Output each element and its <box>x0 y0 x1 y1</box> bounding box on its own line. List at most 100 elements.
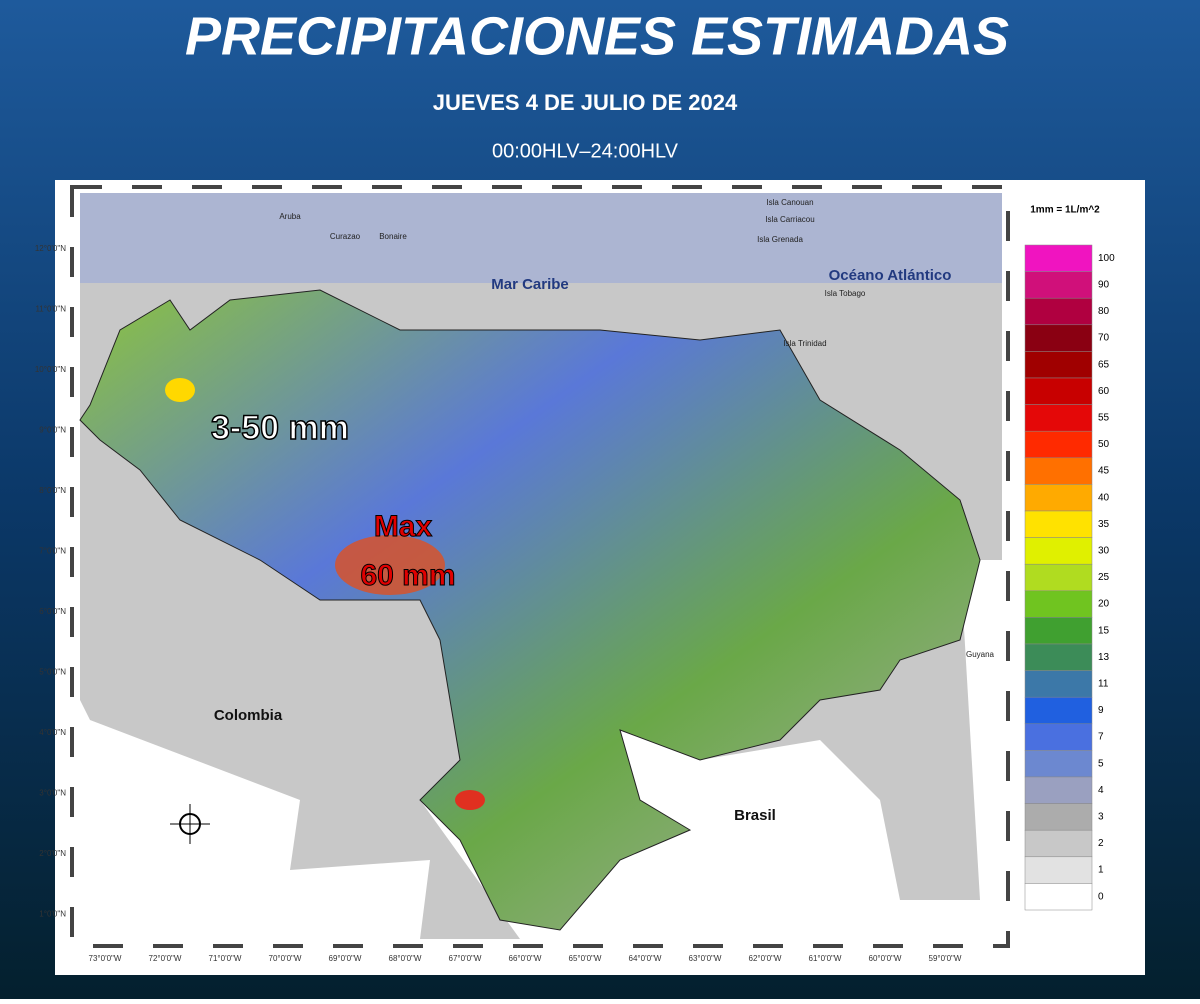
legend-label: 20 <box>1098 599 1110 610</box>
lat-tick-label: 9°0'0"N <box>39 426 66 435</box>
lon-tick-label: 64°0'0"W <box>629 954 662 963</box>
period: 00:00HLV–24:00HLV <box>492 140 679 162</box>
lat-tick-label: 1°0'0"N <box>39 910 66 919</box>
date: JUEVES 4 DE JULIO DE 2024 <box>433 90 738 115</box>
sea-rain <box>80 193 1002 283</box>
legend-label: 100 <box>1098 253 1115 264</box>
legend-swatch <box>1024 803 1093 831</box>
legend-label: 9 <box>1098 705 1104 716</box>
legend-swatch <box>1024 696 1093 725</box>
lon-tick-label: 61°0'0"W <box>809 954 842 963</box>
legend-label: 15 <box>1098 625 1110 636</box>
legend-swatch <box>1024 883 1093 911</box>
legend-label: 35 <box>1098 519 1110 530</box>
place-label: Océano Atlántico <box>829 267 952 284</box>
rain-spot <box>455 790 485 810</box>
lon-tick-label: 63°0'0"W <box>689 954 722 963</box>
venezuela-rain <box>79 289 981 931</box>
legend-label: 65 <box>1098 359 1110 370</box>
place-label: Isla Canouan <box>766 198 813 207</box>
rain-max <box>335 535 445 595</box>
legend-swatch <box>1024 829 1093 858</box>
legend-swatch <box>1024 723 1093 751</box>
legend-swatch <box>1024 324 1093 352</box>
place-label: Curazao <box>330 232 361 241</box>
legend-label: 90 <box>1098 280 1110 291</box>
legend-swatch <box>1024 643 1093 671</box>
legend-swatch <box>1024 670 1093 698</box>
legend-label: 60 <box>1098 386 1110 397</box>
place-label: Isla Trinidad <box>783 339 826 348</box>
lon-tick-label: 73°0'0"W <box>89 954 122 963</box>
annotation: 60 mm <box>360 559 455 592</box>
legend-label: 55 <box>1098 413 1110 424</box>
lat-tick-label: 11°0'0"N <box>35 305 66 314</box>
legend-label: 11 <box>1098 679 1109 690</box>
legend-label: 13 <box>1098 652 1110 663</box>
legend-label: 45 <box>1098 466 1110 477</box>
legend-title: 1mm = 1L/m^2 <box>1030 205 1100 216</box>
lat-tick-label: 8°0'0"N <box>39 486 66 495</box>
place-label: Aruba <box>279 212 301 221</box>
legend-swatch <box>1024 271 1093 299</box>
legend-label: 0 <box>1098 891 1104 902</box>
map-frame <box>70 185 1010 948</box>
legend-label: 7 <box>1098 732 1104 743</box>
legend-swatch <box>1024 297 1093 326</box>
legend-label: 30 <box>1098 546 1110 557</box>
legend-swatch <box>1024 590 1093 618</box>
legend-swatch <box>1024 484 1093 512</box>
place-label: Guyana <box>966 650 995 659</box>
legend-swatch <box>1024 750 1093 778</box>
legend-label: 2 <box>1098 838 1104 849</box>
compass <box>170 804 210 844</box>
legend-label: 3 <box>1098 812 1104 823</box>
legend-swatch <box>1024 563 1093 592</box>
rain-spot <box>165 378 195 402</box>
lon-tick-label: 62°0'0"W <box>749 954 782 963</box>
lon-tick-label: 71°0'0"W <box>209 954 242 963</box>
legend-swatch <box>1024 617 1093 645</box>
legend-swatch <box>1024 776 1093 804</box>
place-label: Isla Tobago <box>825 289 866 298</box>
neighbors <box>80 560 1002 939</box>
places: Mar Caribe Océano Atlántico Colombia Brasil… <box>214 198 995 824</box>
lon-tick-label: 59°0'0"W <box>929 954 962 963</box>
legend-swatch <box>1024 351 1093 379</box>
lon-tick-label: 72°0'0"W <box>149 954 182 963</box>
place-label: Isla Carriacou <box>765 215 814 224</box>
annotation: 3-50 mm <box>211 409 349 447</box>
lat-tick-label: 5°0'0"N <box>39 668 66 677</box>
place-label: Brasil <box>734 807 776 824</box>
lat-tick-label: 6°0'0"N <box>39 607 66 616</box>
lat-tick-label: 3°0'0"N <box>39 789 66 798</box>
legend-label: 4 <box>1098 785 1104 796</box>
legend-label: 40 <box>1098 492 1110 503</box>
lon-tick-label: 60°0'0"W <box>869 954 902 963</box>
legend-label: 25 <box>1098 572 1110 583</box>
lat-tick-label: 7°0'0"N <box>39 547 66 556</box>
title: PRECIPITACIONES ESTIMADAS <box>185 6 1009 66</box>
legend-swatch <box>1024 244 1093 272</box>
lat-tick-label: 4°0'0"N <box>39 728 66 737</box>
lat-tick-label: 10°0'0"N <box>35 365 66 374</box>
legend-label: 80 <box>1098 306 1110 317</box>
lat-tick-label: 12°0'0"N <box>35 244 66 253</box>
legend-swatch <box>1024 377 1093 405</box>
lon-tick-label: 66°0'0"W <box>509 954 542 963</box>
legend-swatch <box>1024 510 1093 538</box>
legend-label: 1 <box>1098 865 1104 876</box>
lon-tick-label: 68°0'0"W <box>389 954 422 963</box>
lat-tick-label: 2°0'0"N <box>39 849 66 858</box>
legend-label: 5 <box>1098 758 1104 769</box>
legend-swatch <box>1024 856 1093 884</box>
lon-tick-label: 65°0'0"W <box>569 954 602 963</box>
legend-swatch <box>1024 457 1093 485</box>
legend-swatch <box>1024 537 1093 565</box>
lon-tick-label: 70°0'0"W <box>269 954 302 963</box>
legend-label: 50 <box>1098 439 1110 450</box>
place-label: Mar Caribe <box>491 276 569 293</box>
ticks: 12°0'0"N 11°0'0"N 10°0'0"N 9°0'0"N 8°0'0"N 7°… <box>35 244 962 963</box>
place-label: Isla Grenada <box>757 235 803 244</box>
